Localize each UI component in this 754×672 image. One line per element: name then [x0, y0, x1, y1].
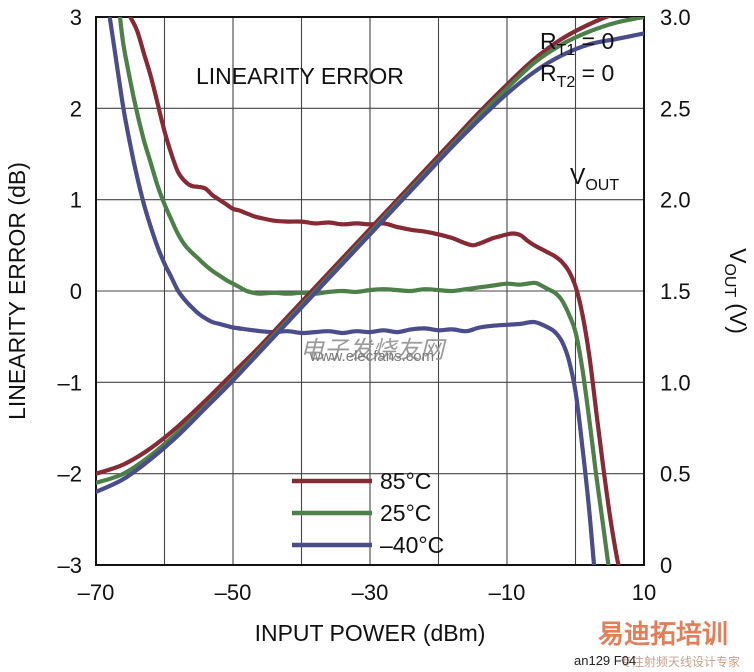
x-tick-label: –70	[78, 580, 115, 605]
series-layer	[96, 17, 644, 565]
vout-sub: OUT	[585, 177, 619, 194]
y-tick-label: –1	[58, 370, 82, 395]
y-tick-labels: –3 –2 –1 0 1 2 3	[58, 5, 82, 578]
y2-tick-label: 0	[660, 553, 672, 578]
y-tick-label: 3	[70, 5, 82, 30]
brand-logo-text: 易迪拓培训	[598, 620, 728, 650]
y2-axis-label-unit: (V)	[725, 303, 751, 334]
x-tick-labels: –70 –50 –30 –10 10	[78, 580, 657, 605]
watermark-cn: 电子发烧友网	[300, 336, 447, 364]
rt1-sub: T1	[557, 42, 576, 59]
rt2-r: R	[540, 60, 557, 86]
legend-label: 25°C	[380, 500, 431, 526]
rt2-sub: T2	[557, 74, 576, 91]
vout-annotation: VOUT	[570, 163, 619, 194]
x-tick-label: –10	[489, 580, 526, 605]
rt1-val: = 0	[575, 28, 614, 54]
vout-v: V	[570, 163, 586, 189]
y-axis-label: LINEARITY ERROR (dB)	[4, 162, 30, 420]
y2-tick-label: 1.0	[660, 370, 691, 395]
y-tick-label: –2	[58, 462, 82, 487]
figure-id: an129 F04	[574, 653, 636, 668]
y2-tick-label: 0.5	[660, 462, 691, 487]
y2-axis-label-sub: OUT	[721, 263, 738, 297]
y2-tick-label: 3.0	[660, 5, 691, 30]
y2-axis-label-v: V	[725, 248, 751, 264]
rt2-annotation: RT2 = 0	[540, 60, 614, 91]
linearity-error-line-25c	[117, 17, 611, 565]
watermark-url: www.elecfans.com	[309, 348, 434, 365]
vout-line-vout40c	[96, 31, 644, 494]
y2-tick-label: 2.0	[660, 188, 691, 213]
rt1-r: R	[540, 28, 557, 54]
brand-subtitle: 专注射频天线设计专家	[620, 654, 740, 669]
y-tick-label: 0	[70, 279, 82, 304]
legend-label: 85°C	[380, 468, 431, 494]
x-tick-label: –50	[215, 580, 252, 605]
legend: 85°C 25°C –40°C	[292, 468, 444, 558]
rt2-val: = 0	[575, 60, 614, 86]
x-axis-label: INPUT POWER (dBm)	[255, 620, 486, 646]
y-tick-label: –3	[58, 553, 82, 578]
linearity-error-line-40c	[107, 17, 597, 565]
y2-tick-label: 1.5	[660, 279, 691, 304]
y-tick-label: 1	[70, 188, 82, 213]
y2-axis-label: VOUT (V)	[721, 248, 751, 334]
x-tick-label: 10	[632, 580, 656, 605]
y2-tick-labels: 0 0.5 1.0 1.5 2.0 2.5 3.0	[660, 5, 691, 578]
rt1-annotation: RT1 = 0	[540, 28, 614, 59]
chart-title: LINEARITY ERROR	[196, 63, 404, 89]
vout-line-vout85c	[96, 17, 613, 476]
x-tick-label: –30	[352, 580, 389, 605]
y2-tick-label: 2.5	[660, 96, 691, 121]
legend-label: –40°C	[380, 532, 444, 558]
plot-frame	[95, 16, 645, 566]
linearity-error-line-85c	[128, 17, 621, 565]
y-tick-label: 2	[70, 96, 82, 121]
